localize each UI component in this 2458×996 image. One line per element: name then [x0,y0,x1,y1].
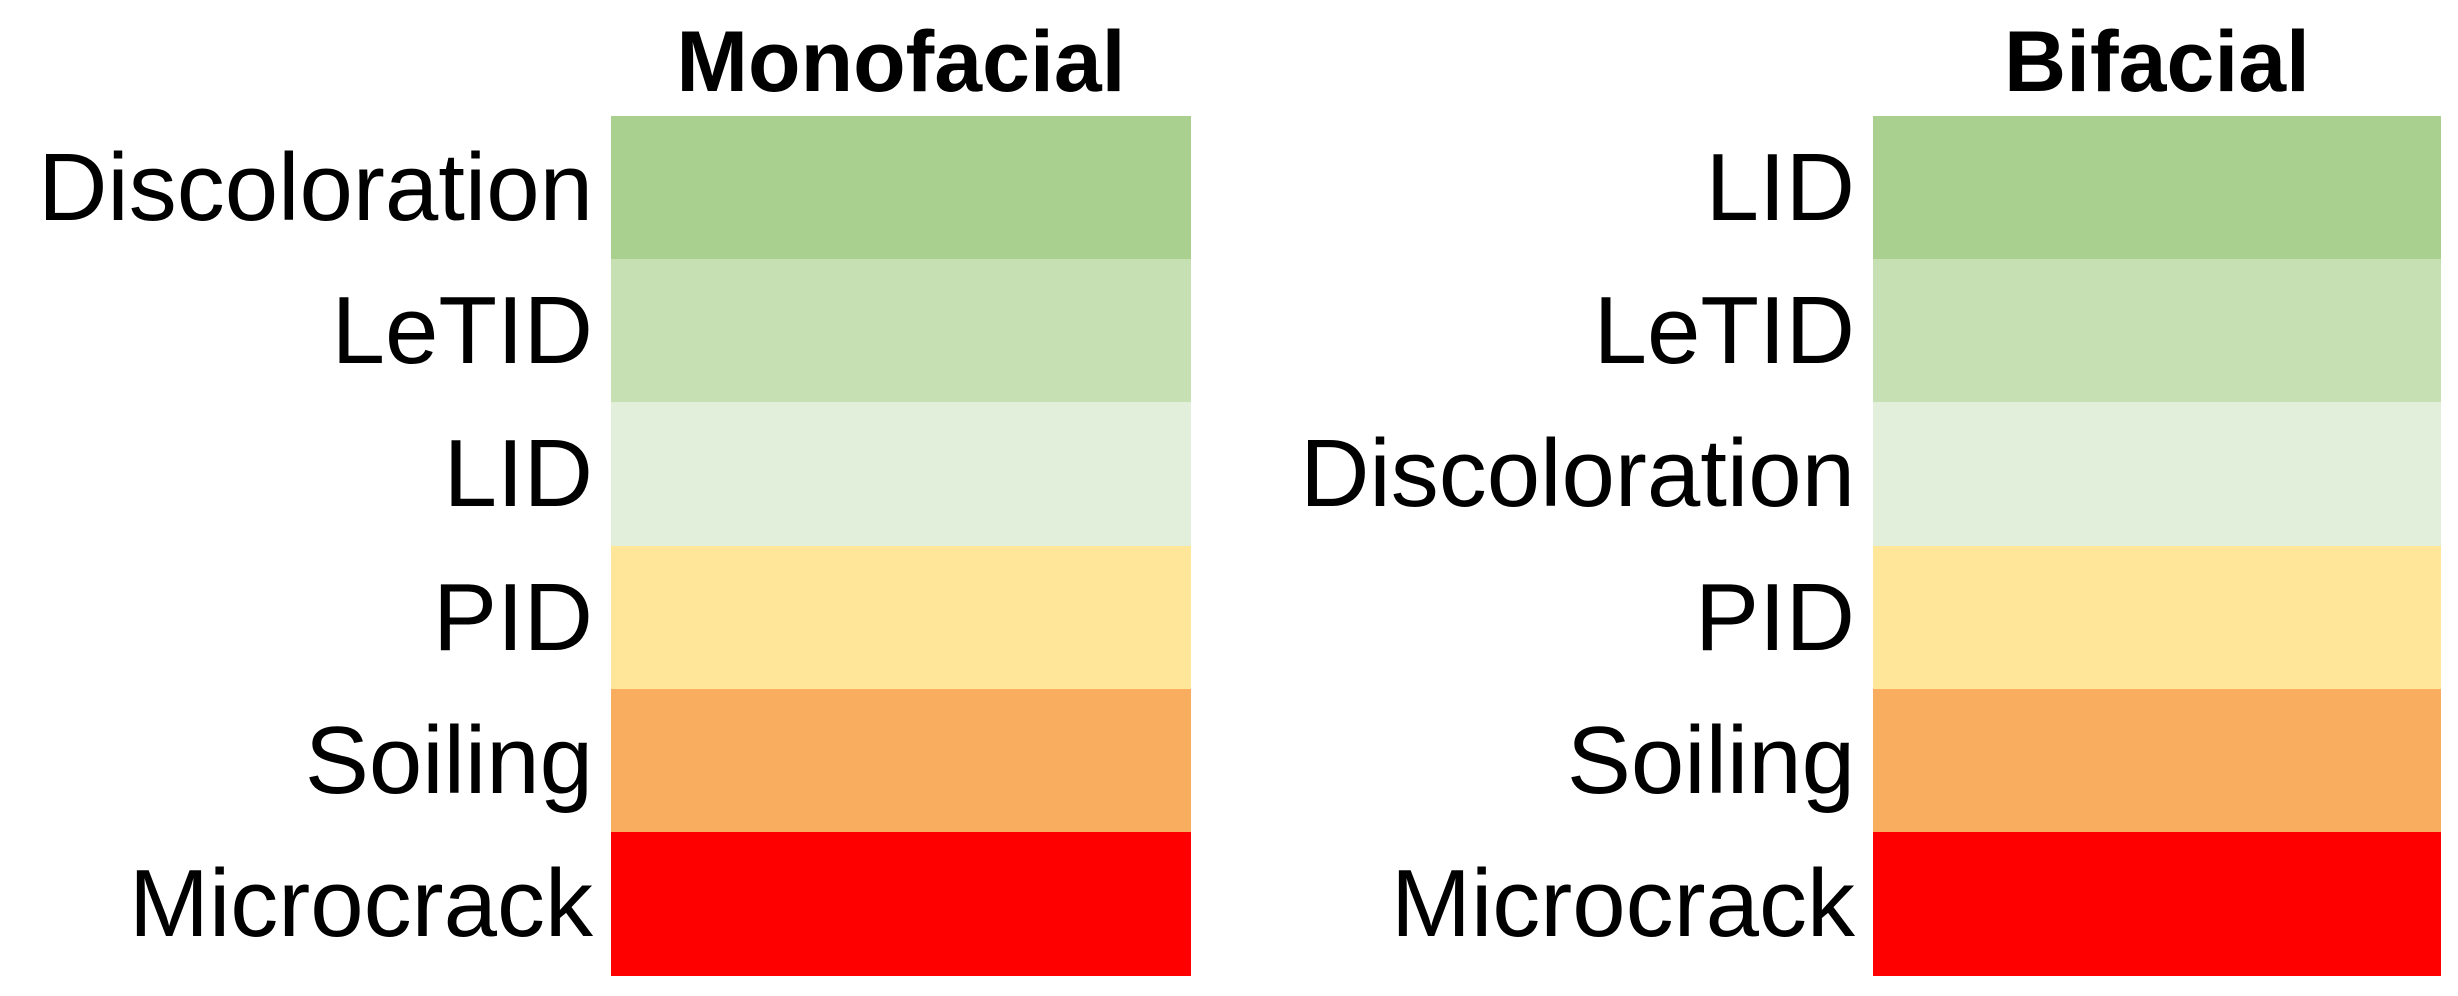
row-label: Soiling [1566,706,1855,814]
rank-cell [611,545,1191,690]
row-label: LID [1705,134,1855,241]
rank-cell [1873,116,2441,260]
rank-cell [1873,832,2441,976]
panel-title: Bifacial [2004,14,2310,110]
rank-cell [1873,402,2441,547]
row-label: LID [443,420,593,528]
rank-cell [1873,688,2441,833]
row-label: PID [1694,563,1855,671]
rank-cell [611,402,1191,547]
row-label: Microcrack [128,850,593,957]
row-label: Discoloration [38,134,593,241]
row-label: Soiling [304,706,593,814]
rank-cell [611,832,1191,976]
row-label: Microcrack [1390,850,1855,957]
row-label: LeTID [1593,277,1855,385]
rank-cell [1873,259,2441,403]
row-label: PID [432,563,593,671]
rank-cell [611,688,1191,833]
panel-title: Monofacial [676,14,1126,110]
rank-cell [1873,545,2441,690]
rank-cell [611,259,1191,403]
row-label: LeTID [331,277,593,385]
row-label: Discoloration [1300,420,1855,528]
rank-cell [611,116,1191,260]
